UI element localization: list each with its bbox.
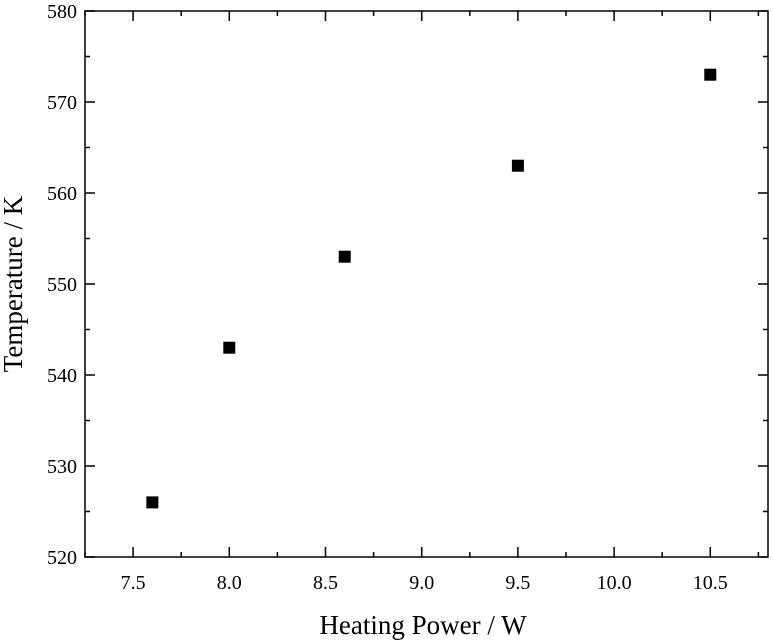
x-axis-label: Heating Power / W <box>319 610 527 640</box>
data-point <box>223 341 236 354</box>
y-tick-label: 580 <box>47 1 77 23</box>
axis-ticks <box>84 10 768 558</box>
y-tick-label: 550 <box>47 274 77 296</box>
data-point <box>704 68 717 81</box>
data-point <box>146 496 159 509</box>
y-axis-label: Temperature / K <box>0 195 28 372</box>
x-tick-label: 9.5 <box>505 572 530 594</box>
x-tick-label: 9.0 <box>409 572 434 594</box>
y-tick-label: 530 <box>47 456 77 478</box>
data-points <box>146 68 717 509</box>
plot-frame <box>84 10 769 558</box>
x-tick-label: 10.5 <box>693 572 728 594</box>
tick-labels: 7.5 8.0 8.5 9.0 9.5 10.0 10.5 520 530 540 550 560 57… <box>47 1 728 594</box>
x-tick-label: 7.5 <box>121 572 146 594</box>
y-tick-label: 570 <box>47 92 77 114</box>
x-tick-label: 8.5 <box>313 572 338 594</box>
x-tick-label: 10.0 <box>597 572 632 594</box>
x-tick-label: 8.0 <box>217 572 242 594</box>
y-tick-label: 560 <box>47 183 77 205</box>
data-point <box>338 250 351 263</box>
y-tick-label: 540 <box>47 365 77 387</box>
data-point <box>511 159 524 172</box>
y-tick-label: 520 <box>47 547 77 569</box>
